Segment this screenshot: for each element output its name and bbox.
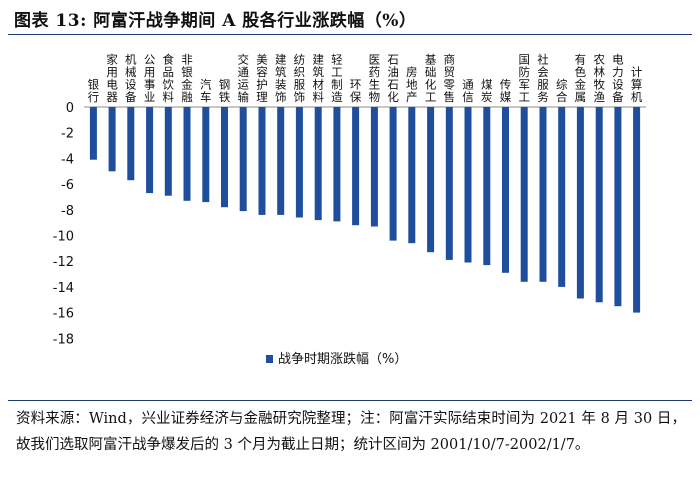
bar xyxy=(89,107,97,160)
category-label: 机械设备 xyxy=(125,53,137,105)
bar xyxy=(389,107,397,241)
category-label: 食品饮料 xyxy=(163,53,175,105)
y-tick-label: 0 xyxy=(66,101,74,116)
category-label: 房地产 xyxy=(406,65,418,104)
category-label: 有色金属 xyxy=(575,53,587,105)
bar xyxy=(333,107,341,222)
bar xyxy=(221,107,228,208)
bar xyxy=(614,107,622,307)
bar xyxy=(408,107,416,244)
category-label: 石油石化 xyxy=(387,53,399,105)
bar xyxy=(558,107,566,287)
bar-chart: 0 -2 -4 -6 -8 -10 -12 -14 -16 -18 银行家用电器机械设备公用事业食品… xyxy=(53,53,646,367)
bar xyxy=(445,107,453,260)
y-tick-label: -14 xyxy=(53,281,74,296)
bar xyxy=(595,107,603,303)
bar xyxy=(576,107,584,299)
bar xyxy=(108,107,116,172)
category-label: 非银金融 xyxy=(181,53,193,105)
legend-label: 战争时期涨跌幅（%） xyxy=(278,351,407,367)
bar xyxy=(202,107,210,203)
category-label: 银行 xyxy=(88,78,100,105)
category-label: 公用事业 xyxy=(144,53,156,105)
y-tick-label: -2 xyxy=(61,127,74,142)
category-label: 社会服务 xyxy=(537,53,549,105)
title-divider xyxy=(8,34,692,35)
bar xyxy=(483,107,491,266)
category-label: 美容护理 xyxy=(256,53,268,105)
category-label: 医药生物 xyxy=(369,53,381,105)
category-label: 建筑材料 xyxy=(312,53,324,105)
category-label: 综合 xyxy=(556,78,568,105)
y-tick-label: -18 xyxy=(53,332,74,347)
bar xyxy=(277,107,285,215)
bar xyxy=(520,107,528,282)
category-label: 国防军工 xyxy=(518,53,530,105)
bar xyxy=(539,107,547,282)
source-note: 资料来源：Wind，兴业证券经济与金融研究院整理；注：阿富汗实际结束时间为 20… xyxy=(16,411,686,453)
category-label: 建筑装饰 xyxy=(275,53,287,105)
category-label: 通信 xyxy=(462,78,474,105)
y-tick-label: -8 xyxy=(61,204,74,219)
bar xyxy=(352,107,360,226)
category-label: 电力设备 xyxy=(612,53,624,105)
bar xyxy=(314,107,322,221)
category-label: 商贸零售 xyxy=(444,53,456,105)
y-tick-label: -4 xyxy=(61,152,74,167)
bar xyxy=(464,107,472,263)
bar xyxy=(633,107,641,313)
y-tick-label: -10 xyxy=(53,230,74,245)
category-label: 轻工制造 xyxy=(331,53,343,105)
category-label: 基础化工 xyxy=(425,53,437,105)
category-label: 环保 xyxy=(350,78,362,105)
category-label: 家用电器 xyxy=(106,53,118,105)
source-divider xyxy=(8,400,692,401)
bar xyxy=(427,107,435,253)
y-tick-label: -16 xyxy=(53,307,74,322)
figure-title: 图表 13: 阿富汗战争期间 A 股各行业涨跌幅（%） xyxy=(14,11,417,31)
bar xyxy=(164,107,172,196)
bar xyxy=(295,107,303,218)
category-label: 煤炭 xyxy=(481,78,493,105)
category-label: 纺织服饰 xyxy=(294,53,306,105)
bar xyxy=(146,107,154,194)
legend-swatch xyxy=(266,355,273,363)
bar xyxy=(502,107,509,273)
bar xyxy=(127,107,135,181)
category-label: 传媒 xyxy=(500,78,512,105)
y-tick-label: -12 xyxy=(53,255,74,270)
category-label: 农林牧渔 xyxy=(593,53,605,105)
category-label: 钢铁 xyxy=(219,78,231,105)
category-label: 交通运输 xyxy=(237,53,249,105)
category-label: 计算机 xyxy=(631,65,643,104)
bar xyxy=(239,107,247,212)
y-tick-label: -6 xyxy=(61,178,74,193)
bar xyxy=(183,107,191,201)
bar xyxy=(258,107,266,215)
category-label: 汽车 xyxy=(200,78,212,105)
bar xyxy=(370,107,378,227)
